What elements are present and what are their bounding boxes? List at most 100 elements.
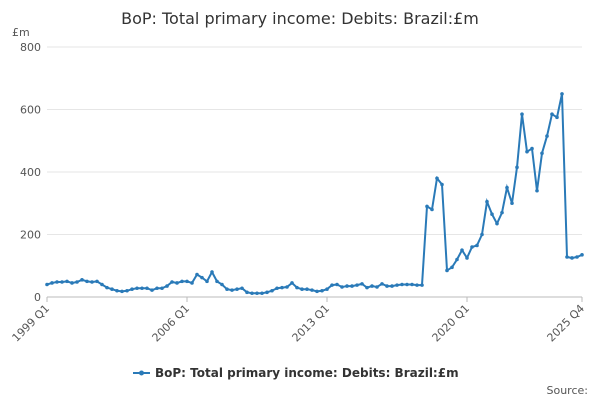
point — [380, 282, 384, 286]
y-tick-label: 0 — [34, 291, 41, 304]
point — [70, 281, 74, 285]
point — [345, 284, 349, 288]
point — [275, 286, 279, 291]
point — [135, 286, 139, 291]
point — [425, 204, 429, 209]
point — [185, 279, 189, 284]
point — [160, 286, 164, 291]
point — [280, 285, 284, 290]
point — [545, 134, 549, 138]
point — [490, 212, 494, 216]
point — [580, 253, 584, 257]
point — [515, 165, 519, 170]
point — [245, 290, 249, 295]
point — [125, 288, 129, 293]
point — [60, 280, 64, 284]
point — [75, 280, 79, 284]
point — [555, 115, 559, 120]
point — [235, 287, 239, 291]
point — [510, 201, 514, 206]
point — [230, 288, 234, 292]
point — [485, 199, 489, 204]
point — [385, 284, 389, 288]
point — [305, 287, 309, 291]
point — [570, 256, 574, 260]
point — [455, 257, 459, 262]
point — [520, 112, 524, 116]
point — [95, 279, 99, 284]
x-tick-label: 1999 Q1 — [10, 302, 53, 345]
series-line — [46, 93, 583, 295]
point — [175, 281, 179, 285]
y-tick-label: 200 — [20, 229, 41, 242]
point — [500, 210, 504, 215]
point — [195, 272, 199, 277]
point — [565, 255, 569, 259]
point — [265, 290, 269, 295]
point — [390, 284, 394, 288]
point — [100, 282, 104, 287]
point — [405, 282, 409, 287]
point — [450, 265, 454, 270]
point — [210, 270, 214, 274]
point — [55, 280, 59, 284]
point — [440, 182, 444, 187]
point — [255, 291, 259, 296]
point — [300, 287, 304, 291]
point — [155, 286, 159, 291]
point — [495, 221, 499, 226]
point — [180, 279, 184, 284]
point — [165, 284, 169, 288]
point — [240, 286, 244, 291]
point — [435, 176, 439, 181]
point — [365, 285, 369, 290]
point — [505, 185, 509, 190]
y-tick-label: 800 — [20, 41, 41, 54]
point — [190, 281, 194, 285]
point — [85, 279, 89, 284]
point — [395, 283, 399, 287]
point — [310, 288, 314, 292]
point — [50, 281, 54, 285]
point — [575, 255, 579, 259]
point — [295, 285, 299, 290]
point — [65, 279, 69, 284]
point — [430, 207, 434, 212]
point — [360, 282, 364, 286]
point — [90, 280, 94, 284]
point — [115, 288, 119, 293]
point — [340, 285, 344, 289]
point — [535, 188, 539, 193]
y-unit: £m — [12, 26, 30, 39]
point — [525, 149, 529, 154]
point — [400, 282, 404, 287]
x-tick-label: 2025 Q4 — [545, 302, 588, 345]
point — [45, 282, 49, 287]
point — [120, 289, 124, 294]
point — [220, 282, 224, 287]
point — [415, 283, 419, 287]
point — [350, 284, 354, 288]
point — [470, 245, 474, 249]
point — [225, 287, 229, 291]
point — [205, 279, 209, 284]
x-tick-label: 2006 Q1 — [150, 302, 193, 345]
x-tick-label: 2013 Q1 — [290, 302, 333, 345]
legend-label: BoP: Total primary income: Debits: Brazi… — [155, 366, 459, 380]
point — [320, 288, 324, 293]
point — [540, 151, 544, 156]
point — [315, 289, 319, 294]
source: Source: — [547, 384, 589, 397]
point — [140, 286, 144, 291]
y-tick-label: 600 — [20, 104, 41, 117]
point — [375, 285, 379, 289]
point — [325, 287, 329, 291]
point — [465, 256, 469, 260]
point — [170, 280, 174, 284]
point — [460, 248, 464, 252]
point — [355, 283, 359, 287]
point — [215, 279, 219, 284]
point — [200, 275, 204, 280]
y-tick-label: 400 — [20, 166, 41, 179]
point — [530, 146, 534, 151]
